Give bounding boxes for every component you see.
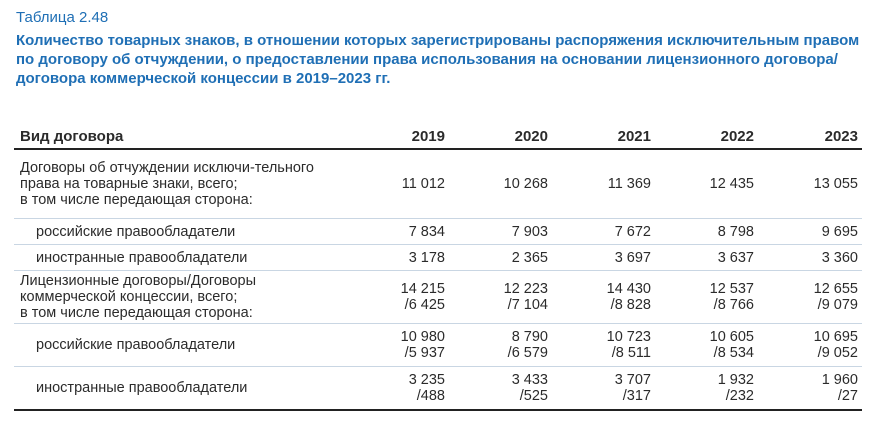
value-cell-2023: 9 695: [758, 218, 862, 245]
value-cell-2021: 14 430/8 828: [552, 270, 655, 324]
value-cell-2019: 7 834: [346, 218, 449, 245]
value-cell-2023: 3 360: [758, 244, 862, 271]
value-cell-2021: 11 369: [552, 149, 655, 219]
header-year-2020: 2020: [514, 128, 548, 145]
value-cell-2022: 10 605/8 534: [655, 323, 758, 367]
value-cell-2023: 1 960/27: [758, 366, 862, 411]
value-cell-2023: 13 055: [758, 149, 862, 219]
value-cell-2019: 10 980/5 937: [346, 323, 449, 367]
value-cell-2019: 14 215/6 425: [346, 270, 449, 324]
value-cell-2021: 10 723/8 511: [552, 323, 655, 367]
table-number: Таблица 2.48: [16, 9, 109, 26]
value-cell-2022: 3 637: [655, 244, 758, 271]
header-year-2022: 2022: [720, 128, 754, 145]
value-cell-2021: 3 697: [552, 244, 655, 271]
value-cell-2019: 11 012: [346, 149, 449, 219]
value-cell-2022: 8 798: [655, 218, 758, 245]
header-year-2023: 2023: [824, 128, 858, 145]
table-row-alienation-foreign: иностранные правообладатели 3 178 2 365 3 6…: [14, 244, 862, 271]
row-label: иностранные правообладатели: [14, 366, 346, 411]
value-cell-2022: 12 435: [655, 149, 758, 219]
table-row-license-russian: российские правообладатели 10 980/5 937 8 …: [14, 323, 862, 367]
table-header-row: Вид договора 2019 2020 2021 2022 2023: [14, 124, 862, 149]
value-cell-2020: 7 903: [449, 218, 552, 245]
value-cell-2019: 3 178: [346, 244, 449, 271]
row-label: российские правообладатели: [14, 218, 346, 245]
table-title: Количество товарных знаков, в отношении …: [16, 32, 860, 87]
row-label: российские правообладатели: [14, 323, 346, 367]
row-label: Лицензионные договоры/Договоры коммерчес…: [14, 270, 346, 324]
value-cell-2021: 7 672: [552, 218, 655, 245]
value-cell-2023: 12 655/9 079: [758, 270, 862, 324]
value-cell-2020: 10 268: [449, 149, 552, 219]
table-row-license-foreign: иностранные правообладатели 3 235/488 3 43…: [14, 366, 862, 411]
table-row-license-total: Лицензионные договоры/Договоры коммерчес…: [14, 270, 862, 324]
value-cell-2020: 12 223/7 104: [449, 270, 552, 324]
table-row-alienation-total: Договоры об отчуждении исключи-тельного …: [14, 149, 862, 219]
header-contract-type: Вид договора: [20, 128, 124, 145]
header-year-2021: 2021: [617, 128, 651, 145]
row-label: Договоры об отчуждении исключи-тельного …: [14, 149, 346, 219]
value-cell-2021: 3 707/317: [552, 366, 655, 411]
value-cell-2022: 12 537/8 766: [655, 270, 758, 324]
row-label: иностранные правообладатели: [14, 244, 346, 271]
value-cell-2023: 10 695/9 052: [758, 323, 862, 367]
value-cell-2022: 1 932/232: [655, 366, 758, 411]
header-year-2019: 2019: [411, 128, 445, 145]
table-row-alienation-russian: российские правообладатели 7 834 7 903 7 67…: [14, 218, 862, 245]
contracts-table: Вид договора 2019 2020 2021 2022 2023 До…: [14, 124, 862, 411]
value-cell-2020: 3 433/525: [449, 366, 552, 411]
value-cell-2020: 8 790/6 579: [449, 323, 552, 367]
value-cell-2020: 2 365: [449, 244, 552, 271]
table-body: Договоры об отчуждении исключи-тельного …: [14, 149, 862, 411]
value-cell-2019: 3 235/488: [346, 366, 449, 411]
table-caption: Таблица 2.48 Количество товарных знаков,…: [16, 8, 876, 88]
